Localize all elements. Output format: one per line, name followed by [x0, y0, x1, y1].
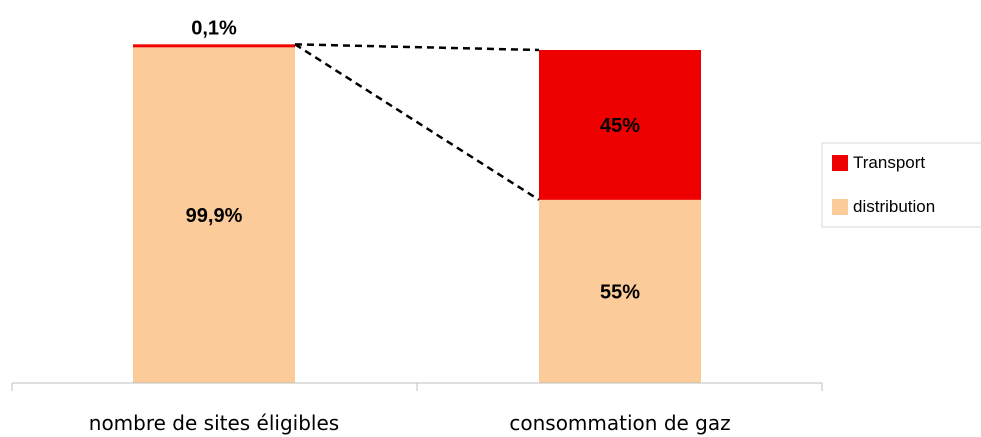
connector-lines — [294, 43, 540, 201]
category-label-2: consommation de gaz — [509, 411, 730, 435]
value-labels-group: 99,9% 0,1% 55% 45% — [186, 17, 641, 303]
data-label-transport-2: 45% — [600, 115, 640, 137]
bar-transport-1 — [133, 44, 295, 48]
bars-group — [133, 44, 701, 383]
bar-distribution-2 — [539, 199, 701, 383]
bar-transport-2 — [539, 50, 701, 200]
category-labels: nombre de sites éligibles consommation de… — [89, 411, 731, 435]
legend: Transport distribution — [821, 142, 981, 228]
connector-line-diagonal — [294, 43, 540, 201]
legend-swatch-distribution — [832, 199, 848, 215]
data-label-distribution-1: 99,9% — [186, 205, 243, 227]
category-label-1: nombre de sites éligibles — [89, 411, 339, 435]
legend-swatch-transport — [832, 155, 848, 171]
legend-border — [821, 142, 981, 228]
bar-distribution-1 — [133, 47, 295, 383]
connector-line-top — [294, 43, 540, 52]
legend-label-transport: Transport — [853, 153, 925, 172]
data-label-transport-1: 0,1% — [191, 17, 237, 39]
legend-label-distribution: distribution — [853, 197, 935, 216]
data-label-distribution-2: 55% — [600, 281, 640, 303]
